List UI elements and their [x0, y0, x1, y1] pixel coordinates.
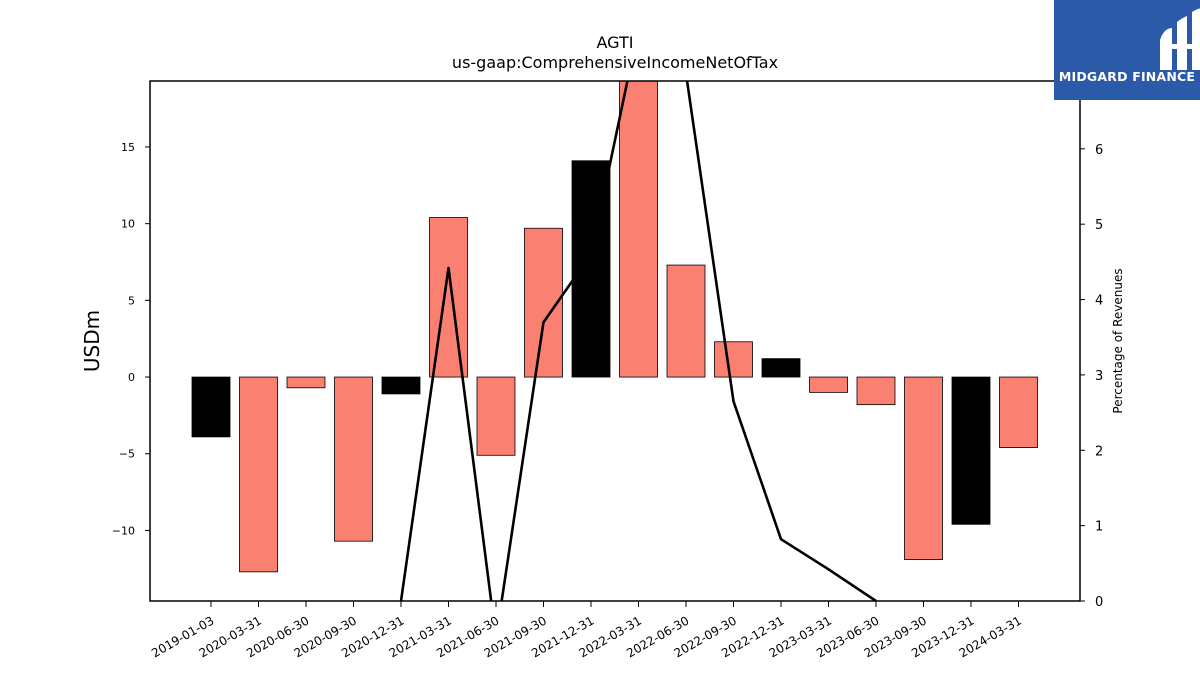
y-tick-label: 10: [121, 218, 135, 231]
y-tick-label: 5: [128, 294, 135, 307]
bar: [856, 376, 896, 406]
y2-tick-label: 5: [1095, 218, 1103, 233]
y2-tick-label: 2: [1095, 444, 1103, 459]
y2-tick-label: 3: [1095, 369, 1103, 384]
bar: [334, 376, 373, 542]
midgard-logo-icon: [1160, 8, 1200, 70]
chart-title: AGTI: [597, 33, 634, 52]
bar: [286, 376, 326, 389]
brand-logo: MIDGARD FINANCE: [1054, 0, 1200, 100]
brand-name: MIDGARD FINANCE: [1058, 69, 1196, 84]
bar-layer: [191, 81, 1038, 573]
bar: [761, 358, 801, 378]
y2-axis-label: Percentage of Revenues: [1111, 268, 1125, 413]
y-tick-label: 0: [128, 371, 135, 384]
bar: [381, 376, 421, 395]
bar: [666, 264, 706, 378]
bar: [809, 376, 848, 393]
y-tick-label: 15: [121, 141, 135, 154]
y2-tick-label: 0: [1095, 595, 1103, 610]
bar: [239, 376, 278, 573]
series-line: [399, 81, 877, 601]
plot-frame: [149, 80, 1081, 602]
chart-subtitle: us-gaap:ComprehensiveIncomeNetOfTax: [452, 53, 778, 72]
bar: [191, 376, 231, 438]
bar: [904, 376, 943, 560]
y2-tick-label: 4: [1095, 294, 1103, 309]
y2-tick-label: 6: [1095, 143, 1103, 158]
y-axis-label: USDm: [80, 310, 104, 372]
line-layer: [399, 81, 877, 601]
y-tick-label: −5: [119, 448, 135, 461]
y2-tick-label: 1: [1095, 520, 1103, 535]
bar: [619, 81, 658, 378]
bar: [999, 376, 1038, 449]
bar: [476, 376, 516, 456]
bar: [951, 376, 991, 525]
y-tick-label: −10: [112, 524, 135, 537]
bar: [714, 341, 753, 378]
